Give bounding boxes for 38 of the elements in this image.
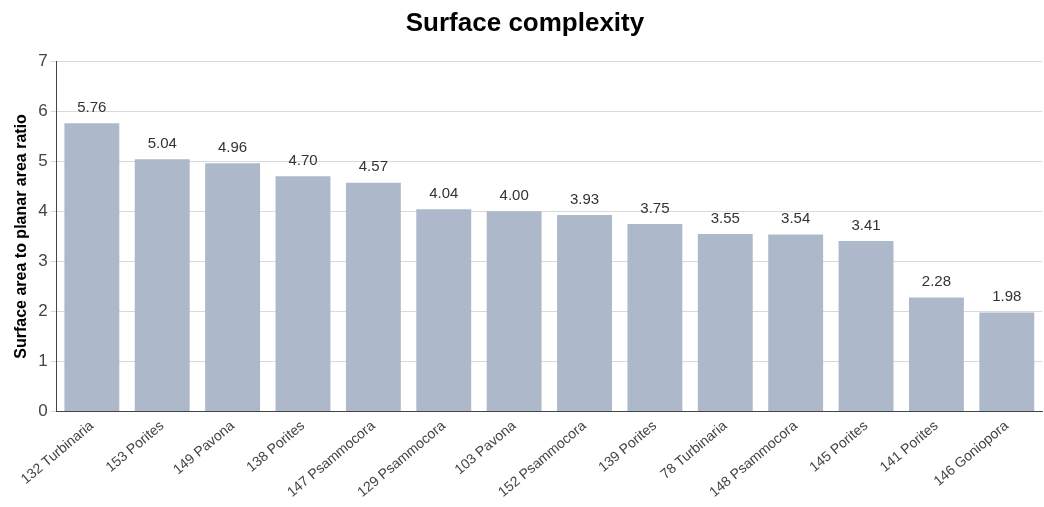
bar (768, 234, 824, 412)
y-tick-label: 4 (38, 201, 48, 221)
bar (134, 159, 190, 412)
data-label: 5.76 (77, 97, 107, 115)
data-label: 1.98 (992, 287, 1022, 305)
y-axis-title: Surface area to planar area ratio (12, 113, 30, 359)
bar (275, 176, 331, 412)
data-label: 3.75 (640, 198, 670, 216)
y-tick-label: 3 (38, 251, 48, 271)
data-label: 4.96 (218, 137, 248, 155)
bar (838, 240, 894, 412)
bar (627, 223, 683, 412)
y-tick-label: 7 (38, 50, 48, 70)
data-label: 4.04 (429, 184, 459, 202)
data-label: 3.55 (710, 208, 740, 226)
y-tick-label: 0 (38, 401, 48, 421)
bar (416, 209, 472, 412)
y-tick-label: 6 (38, 100, 48, 120)
chart-title: Surface complexity (405, 6, 645, 37)
data-label: 3.93 (569, 189, 600, 207)
y-tick-label: 5 (38, 151, 48, 170)
data-label: 4.00 (499, 186, 529, 204)
data-label: 3.54 (781, 209, 811, 227)
bar (486, 211, 542, 412)
data-label: 4.57 (358, 157, 388, 175)
bar (697, 233, 753, 412)
bar (345, 182, 401, 412)
data-label: 4.70 (288, 150, 318, 168)
bar (64, 123, 120, 412)
y-tick-label: 1 (38, 351, 48, 371)
bar (979, 312, 1035, 412)
data-label: 5.04 (147, 133, 177, 151)
bar (205, 163, 261, 412)
data-label: 3.41 (851, 215, 881, 233)
data-label: 2.28 (921, 272, 952, 290)
y-tick-label: 2 (38, 301, 48, 321)
bar (908, 297, 964, 412)
bar (557, 214, 612, 412)
